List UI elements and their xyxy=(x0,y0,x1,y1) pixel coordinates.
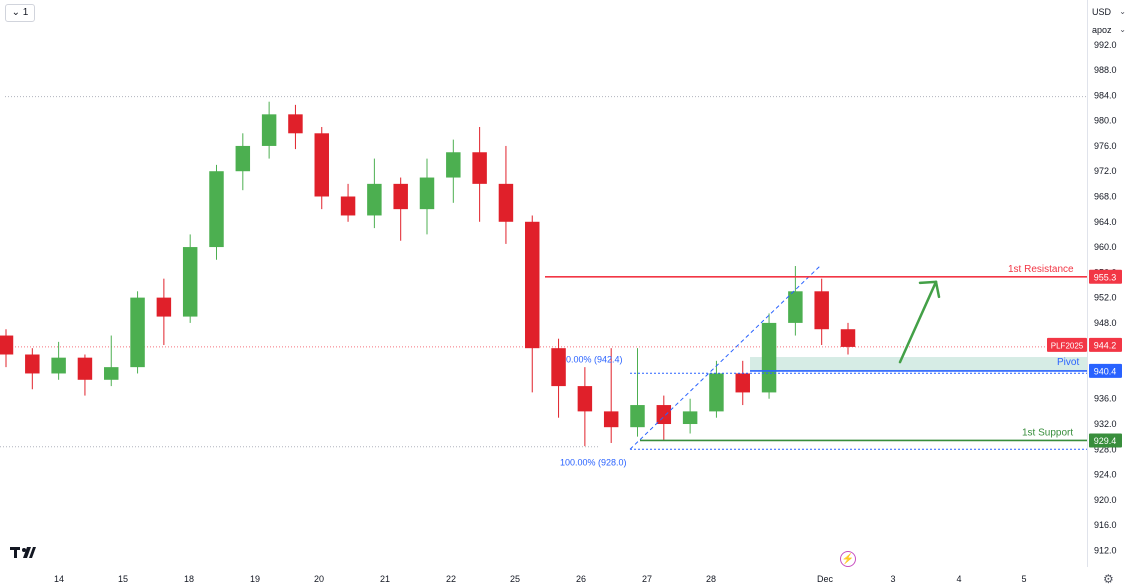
date-tick-label: 25 xyxy=(510,574,520,584)
price-tick-label: 972.0 xyxy=(1094,166,1117,176)
currency-selector[interactable]: USD ⌄ xyxy=(1092,4,1126,20)
date-tick-label: 21 xyxy=(380,574,390,584)
candle xyxy=(840,329,856,347)
date-tick-label: 20 xyxy=(314,574,324,584)
candle xyxy=(525,221,540,349)
candle xyxy=(656,405,672,425)
candle xyxy=(814,291,829,330)
candle xyxy=(419,177,435,210)
candle xyxy=(288,114,303,134)
candle xyxy=(209,171,224,248)
candle xyxy=(761,322,777,393)
candle xyxy=(182,247,198,317)
candle xyxy=(235,145,251,172)
unit-label: apoz xyxy=(1092,25,1112,35)
date-tick-label: 26 xyxy=(576,574,586,584)
candle xyxy=(130,297,145,368)
lightning-icon[interactable]: ⚡ xyxy=(840,551,856,567)
symbol-badge-label: PLF2025 xyxy=(1051,341,1084,350)
price-tick-label: 968.0 xyxy=(1094,192,1117,202)
price-tag xyxy=(1089,363,1122,378)
unit-selector[interactable]: apoz ⌄ xyxy=(1092,22,1126,38)
chevron-down-icon: ⌄ xyxy=(1119,25,1126,34)
price-tag xyxy=(1089,433,1122,448)
price-tag xyxy=(1089,337,1122,352)
date-tick-label: Dec xyxy=(817,574,834,584)
candle xyxy=(735,373,750,393)
price-tick-label: 988.0 xyxy=(1094,65,1117,75)
level-label: Pivot xyxy=(1057,357,1079,368)
price-tick-label: 948.0 xyxy=(1094,318,1117,328)
candle xyxy=(498,183,514,222)
price-axis-separator xyxy=(1087,0,1088,567)
date-tick-label: 27 xyxy=(642,574,652,584)
price-tag-label: 929.4 xyxy=(1094,436,1117,446)
candle xyxy=(630,405,645,428)
candle xyxy=(603,411,619,428)
candle xyxy=(25,354,40,374)
date-tick-label: 15 xyxy=(118,574,128,584)
price-tick-label: 920.0 xyxy=(1094,495,1117,505)
date-tick-label: 14 xyxy=(54,574,64,584)
price-tick-label: 928.0 xyxy=(1094,444,1117,454)
pivot-zone xyxy=(750,357,1087,371)
date-tick-label: 5 xyxy=(1021,574,1026,584)
candle xyxy=(314,133,329,197)
price-tick-label: 924.0 xyxy=(1094,470,1117,480)
date-tick-label: 19 xyxy=(250,574,260,584)
chevron-down-icon: ⌄ xyxy=(1119,7,1126,16)
price-tick-label: 952.0 xyxy=(1094,293,1117,303)
symbol-badge xyxy=(1047,337,1087,352)
fib-0-label: 0.00% (942.4) xyxy=(566,354,623,364)
fib-100-label: 100.00% (928.0) xyxy=(560,457,627,467)
tradingview-logo-icon[interactable] xyxy=(10,545,36,566)
price-tick-label: 960.0 xyxy=(1094,242,1117,252)
candle xyxy=(51,357,66,374)
candle xyxy=(682,411,698,425)
price-tag-label: 955.3 xyxy=(1094,272,1117,282)
price-tick-label: 936.0 xyxy=(1094,394,1117,404)
price-tick-label: 976.0 xyxy=(1094,141,1117,151)
currency-label: USD xyxy=(1092,7,1112,17)
date-tick-label: 28 xyxy=(706,574,716,584)
candle xyxy=(0,335,14,355)
price-tag-label: 944.2 xyxy=(1094,340,1117,350)
candle xyxy=(551,348,566,387)
price-tick-label: 916.0 xyxy=(1094,520,1117,530)
price-tick-label: 980.0 xyxy=(1094,116,1117,126)
level-label: 1st Resistance xyxy=(1008,264,1074,275)
date-tick-label: 18 xyxy=(184,574,194,584)
candle xyxy=(788,291,803,323)
gear-icon[interactable]: ⚙ xyxy=(1103,572,1114,586)
projection-arrow xyxy=(898,280,938,364)
projection-arrow-head xyxy=(918,280,941,299)
date-tick-label: 4 xyxy=(956,574,961,584)
candle xyxy=(367,183,382,216)
price-tag xyxy=(1089,269,1122,284)
candle xyxy=(577,386,593,412)
date-tick-label: 3 xyxy=(890,574,895,584)
price-tick-label: 912.0 xyxy=(1094,545,1117,555)
candle xyxy=(77,357,93,380)
price-tick-label: 964.0 xyxy=(1094,217,1117,227)
level-label: 1st Support xyxy=(1022,427,1073,438)
candle xyxy=(340,196,356,216)
date-tick-label: 22 xyxy=(446,574,456,584)
candle xyxy=(446,152,461,178)
candle xyxy=(472,152,487,184)
candle xyxy=(104,367,119,380)
price-tick-label: 932.0 xyxy=(1094,419,1117,429)
candle xyxy=(393,183,408,210)
candle xyxy=(709,373,724,412)
candle xyxy=(156,297,172,317)
fib-trend-line xyxy=(629,265,821,450)
price-tick-label: 992.0 xyxy=(1094,40,1117,50)
price-tick-label: 984.0 xyxy=(1094,90,1117,100)
interval-button[interactable]: ⌄ 1 xyxy=(5,4,35,22)
price-tag-label: 940.4 xyxy=(1094,366,1117,376)
candle xyxy=(261,114,277,146)
